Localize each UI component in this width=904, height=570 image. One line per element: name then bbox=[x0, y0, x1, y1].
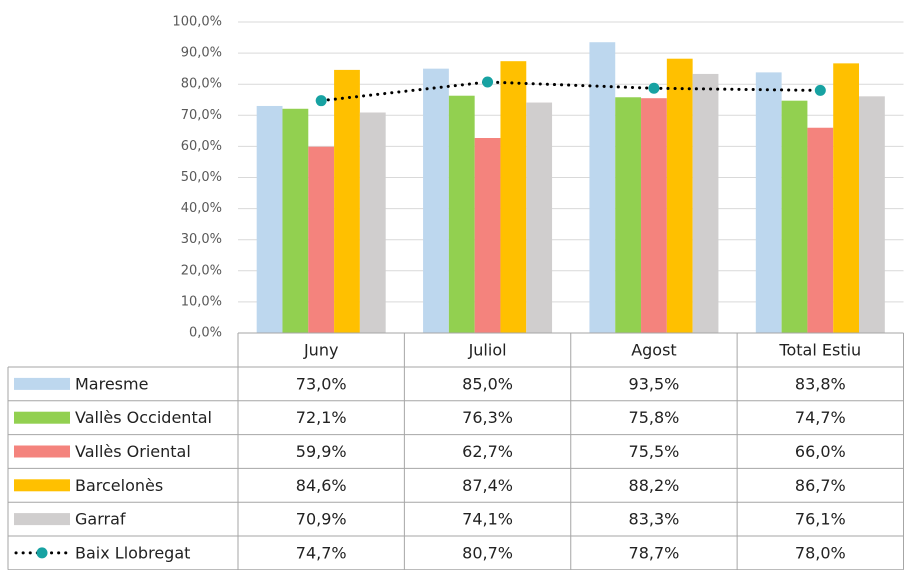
legend-label: Baix Llobregat bbox=[75, 543, 190, 562]
y-tick-label: 50,0% bbox=[181, 170, 222, 185]
table-value: 66,0% bbox=[795, 442, 846, 461]
legend-label: Vallès Occidental bbox=[75, 408, 212, 427]
table-value: 83,8% bbox=[795, 374, 846, 393]
y-tick-label: 20,0% bbox=[181, 263, 222, 278]
bar bbox=[666, 58, 693, 333]
table-value: 84,6% bbox=[296, 476, 347, 495]
table-value: 83,3% bbox=[629, 510, 680, 529]
table-value: 78,0% bbox=[795, 543, 846, 562]
bar bbox=[423, 68, 449, 334]
table-value: 88,2% bbox=[629, 476, 680, 495]
bar bbox=[256, 105, 283, 333]
bar bbox=[308, 146, 335, 333]
table-value: 74,7% bbox=[296, 543, 347, 562]
y-tick-label: 40,0% bbox=[181, 201, 222, 216]
y-tick-label: 90,0% bbox=[181, 46, 222, 61]
bar bbox=[448, 95, 475, 333]
y-tick-label: 30,0% bbox=[181, 232, 222, 247]
y-tick-label: 60,0% bbox=[181, 139, 222, 154]
bar bbox=[692, 73, 719, 333]
legend-key bbox=[14, 445, 70, 458]
x-tick-label: Juliol bbox=[468, 341, 507, 360]
bar bbox=[526, 102, 553, 333]
bar bbox=[282, 108, 309, 333]
table-value: 70,9% bbox=[296, 510, 347, 529]
y-tick-label: 0,0% bbox=[189, 326, 222, 341]
table-value: 87,4% bbox=[462, 476, 513, 495]
table-value: 73,0% bbox=[296, 374, 347, 393]
line-marker bbox=[482, 76, 494, 88]
bar bbox=[781, 100, 808, 333]
table-value: 93,5% bbox=[629, 374, 680, 393]
bar bbox=[807, 127, 834, 334]
table-value: 74,1% bbox=[462, 510, 513, 529]
legend-label: Vallès Oriental bbox=[75, 442, 191, 461]
y-tick-label: 70,0% bbox=[181, 108, 222, 123]
x-tick-label: Total Estiu bbox=[778, 341, 861, 360]
y-tick-label: 10,0% bbox=[181, 294, 222, 309]
table-value: 59,9% bbox=[296, 442, 347, 461]
bar bbox=[615, 97, 642, 334]
bar bbox=[641, 98, 667, 333]
legend-label: Barcelonès bbox=[75, 476, 163, 495]
y-tick-label: 80,0% bbox=[181, 77, 222, 92]
table-value: 76,1% bbox=[795, 510, 846, 529]
legend-label: Garraf bbox=[75, 510, 126, 529]
legend-key bbox=[14, 377, 70, 390]
y-tick-label: 100,0% bbox=[172, 15, 222, 30]
line-marker bbox=[814, 84, 826, 96]
bar bbox=[474, 138, 501, 333]
bar bbox=[589, 42, 616, 334]
table-value: 72,1% bbox=[296, 408, 347, 427]
table-value: 80,7% bbox=[462, 543, 513, 562]
legend-key bbox=[14, 411, 70, 424]
legend-key bbox=[14, 513, 70, 526]
bar bbox=[833, 63, 860, 333]
line-marker bbox=[315, 95, 327, 107]
table-value: 78,7% bbox=[629, 543, 680, 562]
x-tick-label: Agost bbox=[631, 341, 677, 360]
table-value: 76,3% bbox=[462, 408, 513, 427]
legend-key-marker bbox=[36, 547, 48, 559]
line-marker bbox=[648, 82, 660, 94]
bar bbox=[755, 72, 782, 333]
table-value: 62,7% bbox=[462, 442, 513, 461]
legend-label: Maresme bbox=[75, 374, 148, 393]
bar bbox=[359, 112, 386, 333]
table-value: 75,5% bbox=[629, 442, 680, 461]
table-value: 86,7% bbox=[795, 476, 846, 495]
x-tick-label: Juny bbox=[303, 341, 338, 360]
line bbox=[319, 80, 822, 103]
bar bbox=[334, 69, 360, 334]
bar bbox=[859, 96, 885, 333]
table-value: 85,0% bbox=[462, 374, 513, 393]
table-value: 74,7% bbox=[795, 408, 846, 427]
legend-key bbox=[14, 479, 70, 492]
table-value: 75,8% bbox=[629, 408, 680, 427]
bar bbox=[500, 61, 527, 333]
